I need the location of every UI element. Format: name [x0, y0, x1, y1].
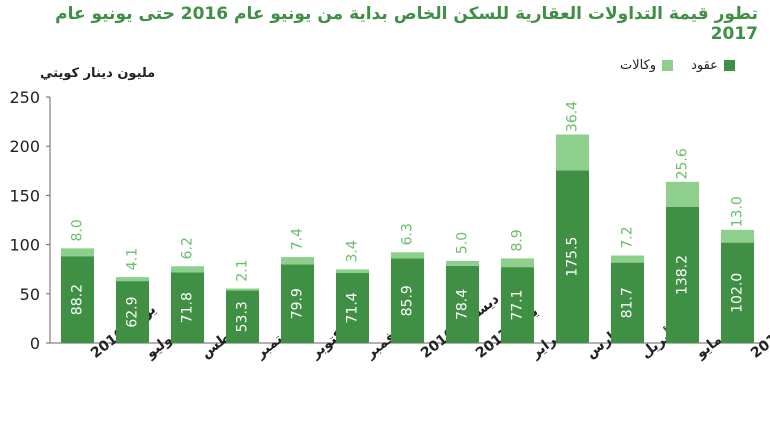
data-label-agencies: 36.4: [565, 101, 581, 132]
bar-contracts: [446, 265, 479, 343]
data-label-agencies: 6.3: [400, 223, 416, 245]
data-label-agencies: 7.2: [620, 226, 636, 248]
bar-contracts: [666, 207, 699, 343]
bar-agencies: [171, 266, 204, 273]
bar-contracts: [501, 267, 534, 343]
bar-agencies: [281, 257, 314, 265]
bar-agencies: [61, 248, 94, 257]
data-label-agencies: 25.6: [675, 148, 691, 179]
data-label-agencies: 7.4: [290, 228, 306, 250]
bar-agencies: [501, 258, 534, 268]
bar-contracts: [226, 290, 259, 343]
unit-label: مليون دينار كويتي: [40, 66, 156, 81]
bar-contracts: [281, 264, 314, 343]
y-tick-label: 100: [9, 236, 40, 255]
data-label-contracts: 175.5: [565, 237, 581, 277]
data-label-contracts: 79.9: [290, 288, 306, 319]
legend-item-contracts: عقود: [691, 58, 735, 73]
data-label-contracts: 81.7: [620, 287, 636, 318]
data-label-contracts: 71.8: [180, 292, 196, 323]
bar-contracts: [171, 272, 204, 343]
y-tick-label: 200: [9, 137, 40, 156]
data-label-agencies: 2.1: [235, 259, 251, 281]
data-label-agencies: 13.0: [730, 196, 746, 227]
legend-label-agencies: وكالات: [620, 58, 657, 73]
bar-agencies: [391, 252, 424, 259]
bar-contracts: [611, 262, 644, 343]
data-label-contracts: 77.1: [510, 289, 526, 320]
bar-contracts: [556, 170, 589, 343]
legend: عقود وكالات: [620, 58, 735, 73]
data-label-agencies: 3.4: [345, 240, 361, 262]
y-tick-label: 250: [9, 88, 40, 107]
data-label-contracts: 102.0: [730, 273, 746, 313]
bar-agencies: [721, 229, 754, 243]
data-label-contracts: 53.3: [235, 301, 251, 332]
y-tick-label: 150: [9, 186, 40, 205]
bar-contracts: [721, 242, 754, 343]
data-label-contracts: 62.9: [125, 296, 141, 327]
data-label-contracts: 138.2: [675, 255, 691, 295]
legend-label-contracts: عقود: [691, 58, 718, 73]
bar-agencies: [446, 260, 479, 266]
bar-agencies: [116, 277, 149, 282]
legend-swatch-contracts: [723, 60, 735, 71]
legend-item-agencies: وكالات: [620, 58, 674, 73]
y-tick-label: 0: [30, 334, 40, 353]
bar-agencies: [226, 288, 259, 291]
bar-contracts: [336, 272, 369, 343]
chart-title: تطور قيمة التداولات العقارية للسكن الخاص…: [55, 4, 758, 44]
bar-contracts: [116, 281, 149, 343]
bar-agencies: [336, 269, 369, 273]
data-label-contracts: 71.4: [345, 292, 361, 323]
data-label-agencies: 8.9: [510, 229, 526, 251]
data-label-agencies: 6.2: [180, 237, 196, 259]
data-label-contracts: 85.9: [400, 285, 416, 316]
data-label-contracts: 78.4: [455, 289, 471, 320]
bar-agencies: [611, 255, 644, 263]
data-label-contracts: 88.2: [70, 284, 86, 315]
legend-swatch-agencies: [662, 60, 674, 71]
bar-agencies: [556, 134, 589, 171]
data-label-agencies: 4.1: [125, 248, 141, 270]
y-tick-label: 50: [20, 285, 40, 304]
bar-agencies: [666, 181, 699, 208]
data-label-agencies: 5.0: [455, 232, 471, 254]
bar-contracts: [61, 256, 94, 343]
data-label-agencies: 8.0: [70, 219, 86, 241]
bar-contracts: [391, 258, 424, 343]
